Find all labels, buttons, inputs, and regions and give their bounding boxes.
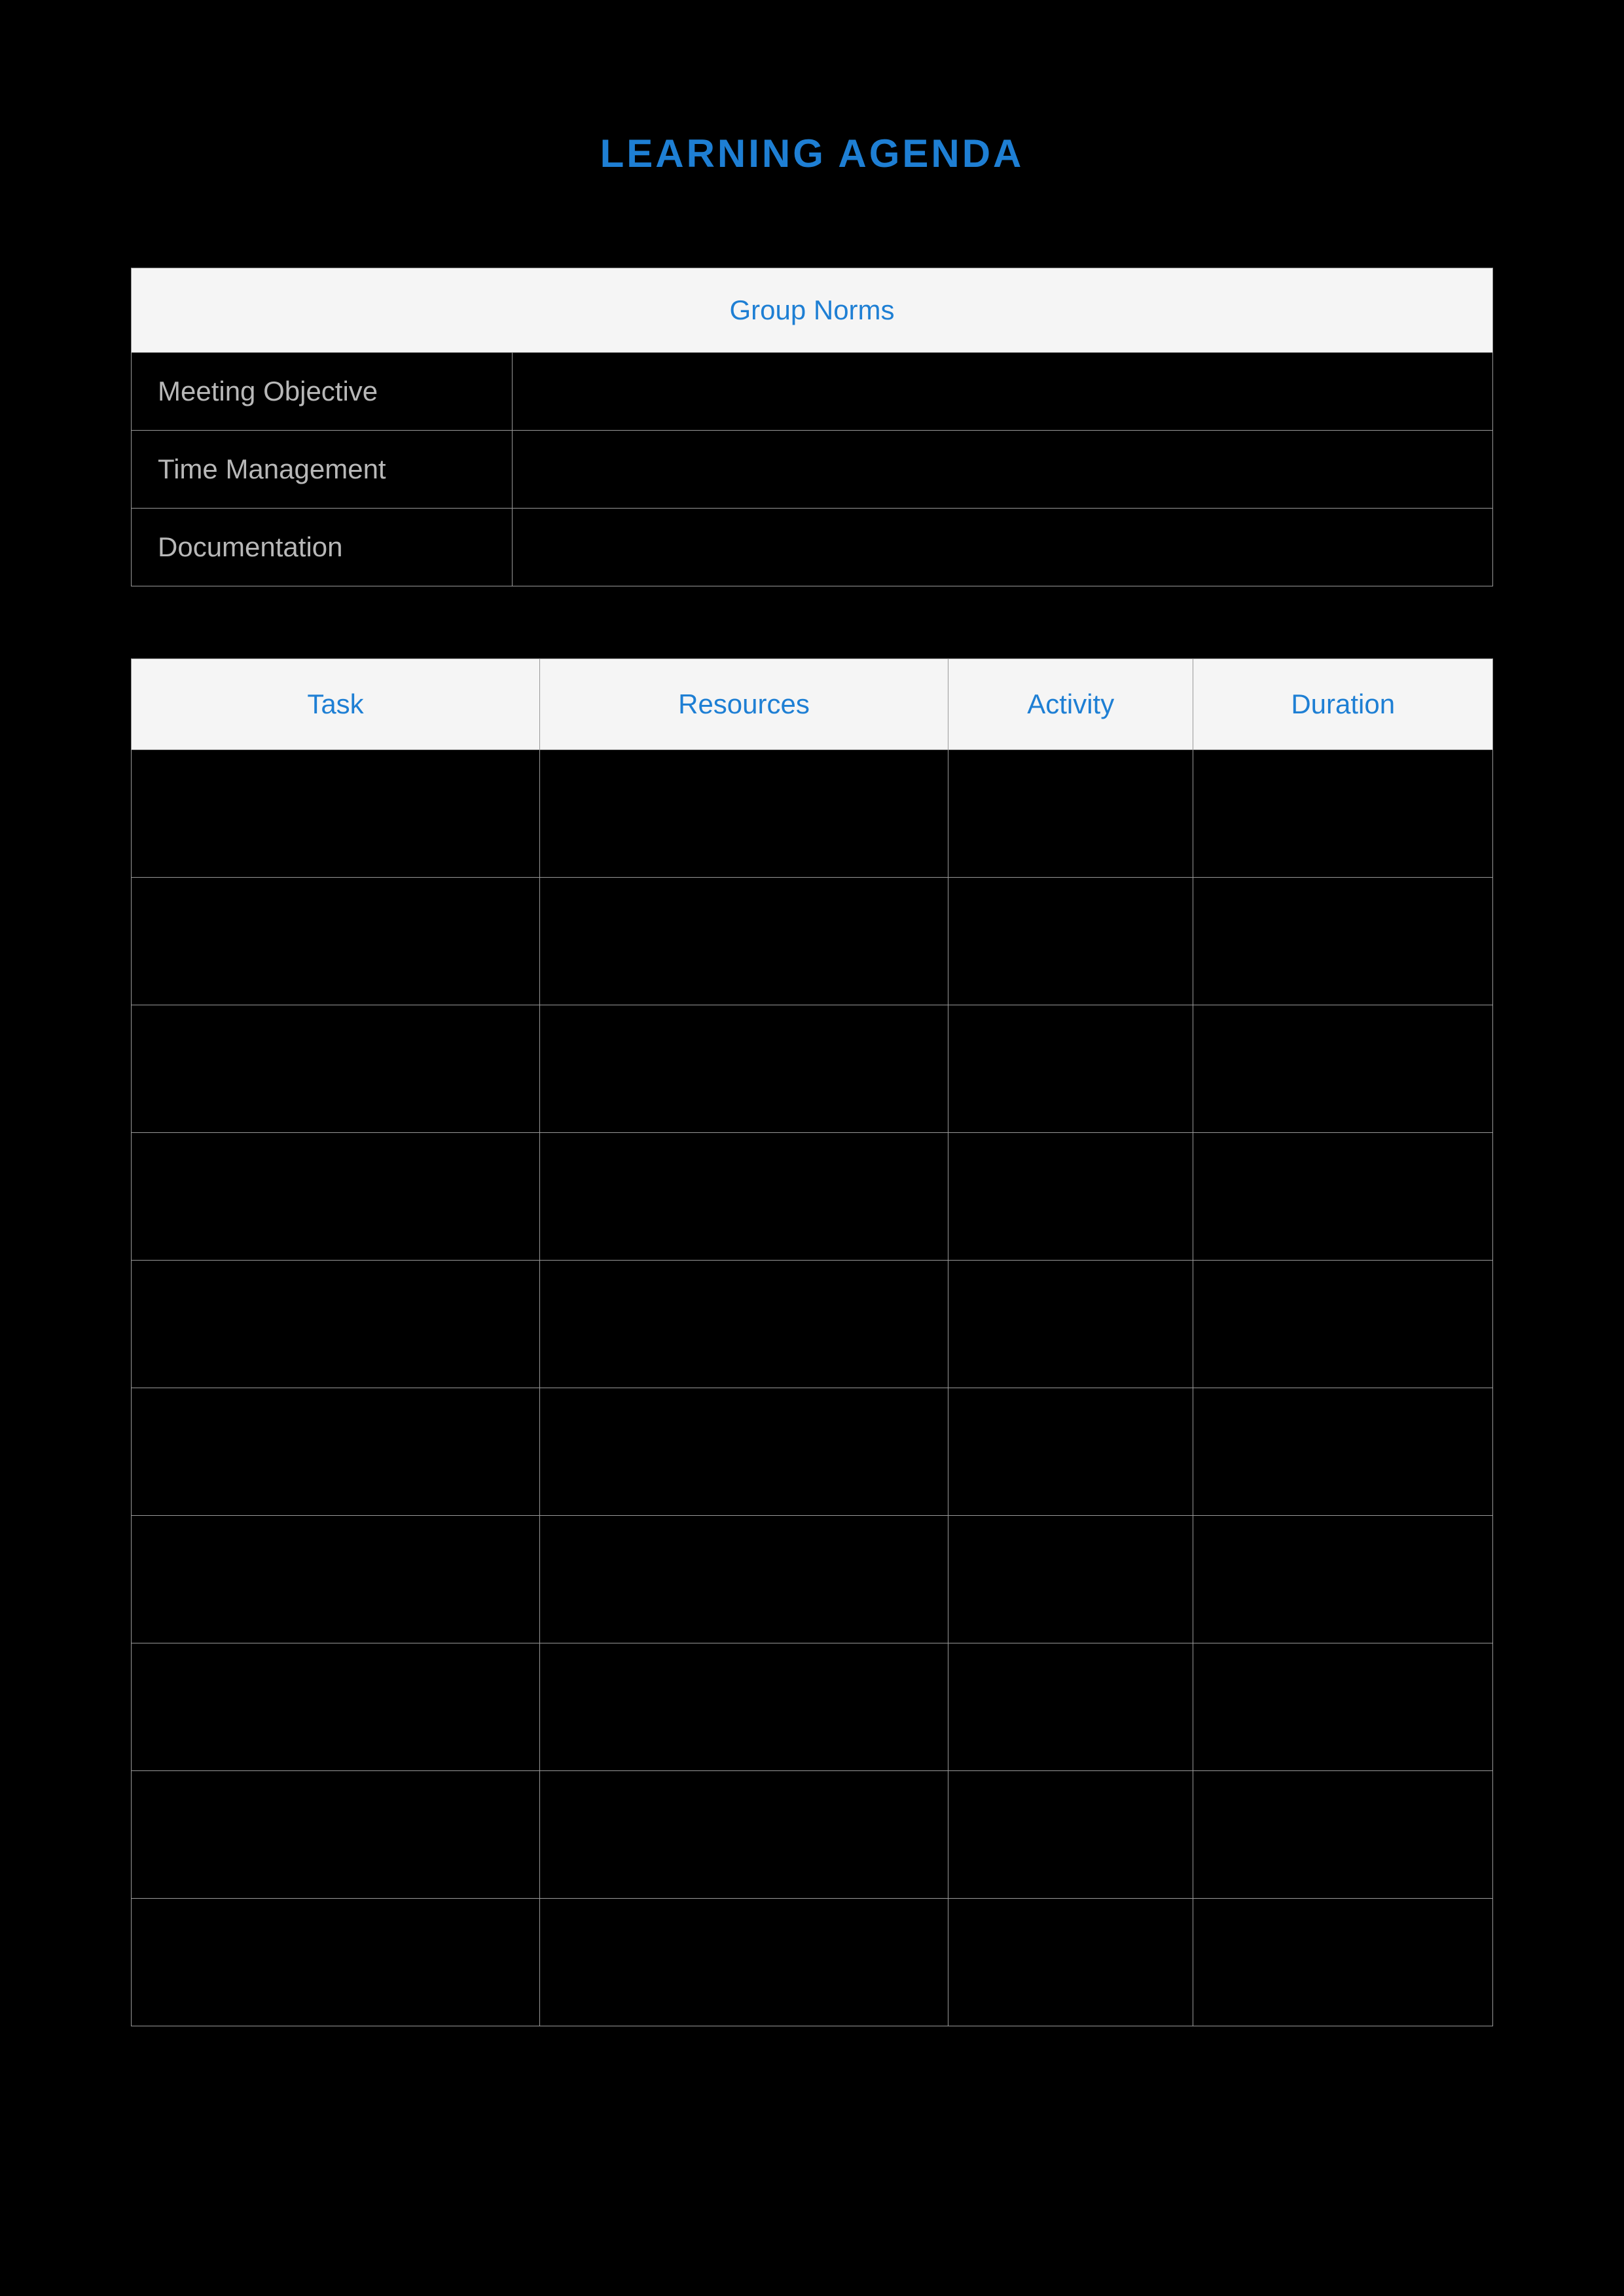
tasks-cell-resources — [540, 1388, 948, 1516]
tasks-cell-task — [132, 1005, 540, 1133]
tasks-row — [132, 1771, 1493, 1899]
tasks-cell-duration — [1193, 1005, 1493, 1133]
tasks-cell-duration — [1193, 1261, 1493, 1388]
tasks-cell-duration — [1193, 1899, 1493, 2026]
tasks-table: Task Resources Activity Duration — [131, 658, 1493, 2026]
tasks-cell-resources — [540, 1643, 948, 1771]
tasks-cell-resources — [540, 750, 948, 878]
tasks-col-activity: Activity — [948, 659, 1193, 750]
tasks-cell-activity — [948, 1516, 1193, 1643]
tasks-cell-task — [132, 1899, 540, 2026]
norms-value-objective — [513, 353, 1493, 431]
tasks-cell-duration — [1193, 1516, 1493, 1643]
tasks-cell-task — [132, 750, 540, 878]
tasks-cell-duration — [1193, 750, 1493, 878]
tasks-cell-task — [132, 1771, 540, 1899]
norms-label-objective: Meeting Objective — [132, 353, 513, 431]
tasks-row — [132, 1388, 1493, 1516]
tasks-cell-task — [132, 1516, 540, 1643]
tasks-header-row: Task Resources Activity Duration — [132, 659, 1493, 750]
tasks-cell-task — [132, 1261, 540, 1388]
tasks-cell-activity — [948, 1261, 1193, 1388]
tasks-cell-duration — [1193, 1643, 1493, 1771]
tasks-row — [132, 1005, 1493, 1133]
tasks-cell-activity — [948, 1005, 1193, 1133]
tasks-cell-activity — [948, 878, 1193, 1005]
tasks-col-task: Task — [132, 659, 540, 750]
tasks-cell-activity — [948, 1771, 1193, 1899]
tasks-cell-duration — [1193, 1771, 1493, 1899]
tasks-cell-activity — [948, 1643, 1193, 1771]
tasks-col-resources: Resources — [540, 659, 948, 750]
tasks-row — [132, 1261, 1493, 1388]
tasks-row — [132, 1516, 1493, 1643]
norms-label-time: Time Management — [132, 431, 513, 509]
tasks-cell-activity — [948, 1899, 1193, 2026]
norms-label-documentation: Documentation — [132, 509, 513, 586]
tasks-cell-resources — [540, 1133, 948, 1261]
tasks-cell-duration — [1193, 1388, 1493, 1516]
norms-row-time: Time Management — [132, 431, 1493, 509]
tasks-cell-duration — [1193, 878, 1493, 1005]
tasks-cell-activity — [948, 1388, 1193, 1516]
tasks-cell-resources — [540, 1005, 948, 1133]
tasks-cell-task — [132, 1388, 540, 1516]
group-norms-header: Group Norms — [132, 268, 1493, 353]
tasks-cell-resources — [540, 1516, 948, 1643]
tasks-cell-task — [132, 1133, 540, 1261]
tasks-row — [132, 878, 1493, 1005]
tasks-row — [132, 750, 1493, 878]
tasks-row — [132, 1899, 1493, 2026]
group-norms-table: Group Norms Meeting Objective Time Manag… — [131, 268, 1493, 586]
page-title: LEARNING AGENDA — [131, 131, 1493, 176]
norms-value-time — [513, 431, 1493, 509]
tasks-cell-resources — [540, 1261, 948, 1388]
tasks-cell-resources — [540, 1899, 948, 2026]
tasks-cell-task — [132, 1643, 540, 1771]
tasks-cell-duration — [1193, 1133, 1493, 1261]
norms-row-documentation: Documentation — [132, 509, 1493, 586]
tasks-cell-activity — [948, 1133, 1193, 1261]
tasks-cell-task — [132, 878, 540, 1005]
tasks-row — [132, 1643, 1493, 1771]
norms-value-documentation — [513, 509, 1493, 586]
tasks-row — [132, 1133, 1493, 1261]
tasks-col-duration: Duration — [1193, 659, 1493, 750]
tasks-cell-activity — [948, 750, 1193, 878]
tasks-cell-resources — [540, 878, 948, 1005]
tasks-cell-resources — [540, 1771, 948, 1899]
norms-row-objective: Meeting Objective — [132, 353, 1493, 431]
